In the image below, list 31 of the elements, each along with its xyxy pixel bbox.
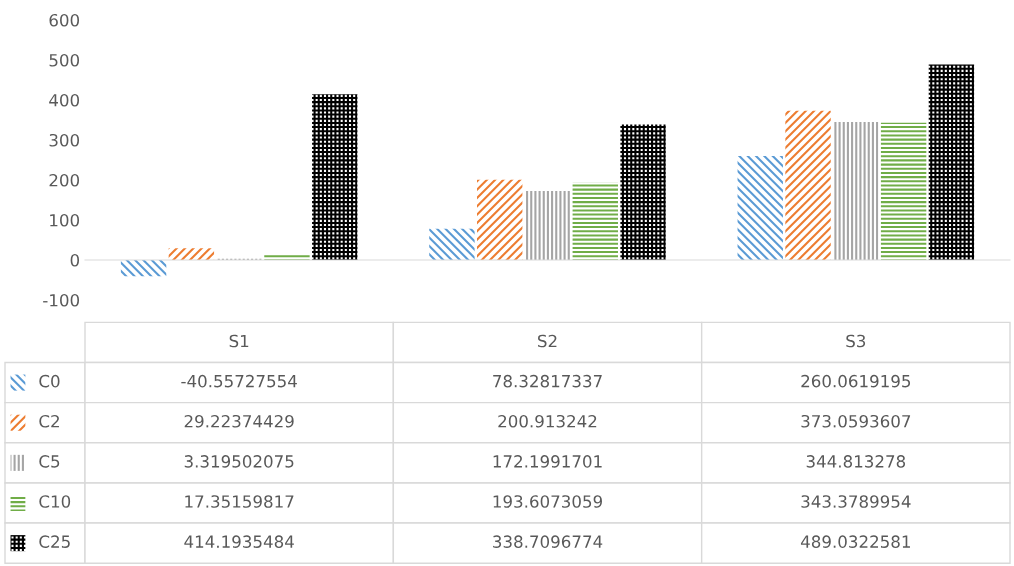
legend-label: C0 [39,374,60,388]
data-label: 193.6073059 [493,495,602,508]
data-label: 17.35159817 [185,495,294,508]
y-tick-label: 500 [49,53,80,67]
y-tick-label: 0 [70,253,80,267]
legend-label: C25 [39,535,70,548]
y-tick-label: 100 [50,213,80,227]
data-label: 373.0593607 [801,414,911,428]
data-label: 344.813278 [806,455,906,468]
data-label: 343.3789954 [801,495,911,508]
x-tick-label: S1 [229,334,249,348]
y-tick-label: -100 [43,293,80,307]
data-label: 172.1991701 [493,455,602,468]
data-label: 78.32817337 [493,374,602,388]
data-label: 489.0322581 [800,535,910,548]
data-label: 414.1935484 [184,535,294,548]
y-tick-label: 200 [49,173,80,187]
data-label: 29.22374429 [184,414,294,428]
y-tick-label: 600 [49,13,80,27]
x-tick-label: S3 [846,334,866,348]
y-tick-label: 400 [49,93,80,107]
legend-label: C2 [39,414,59,428]
y-tick-label: 300 [49,133,80,147]
data-label: 3.319502075 [184,455,294,468]
data-label: 260.0619195 [801,374,911,388]
legend-label: C10 [39,495,71,508]
data-label: -40.55727554 [181,374,297,388]
data-label: 338.7096774 [493,535,603,548]
legend-label: C5 [39,455,60,468]
data-label: 200.913242 [498,414,597,428]
x-tick-label: S2 [538,334,557,348]
